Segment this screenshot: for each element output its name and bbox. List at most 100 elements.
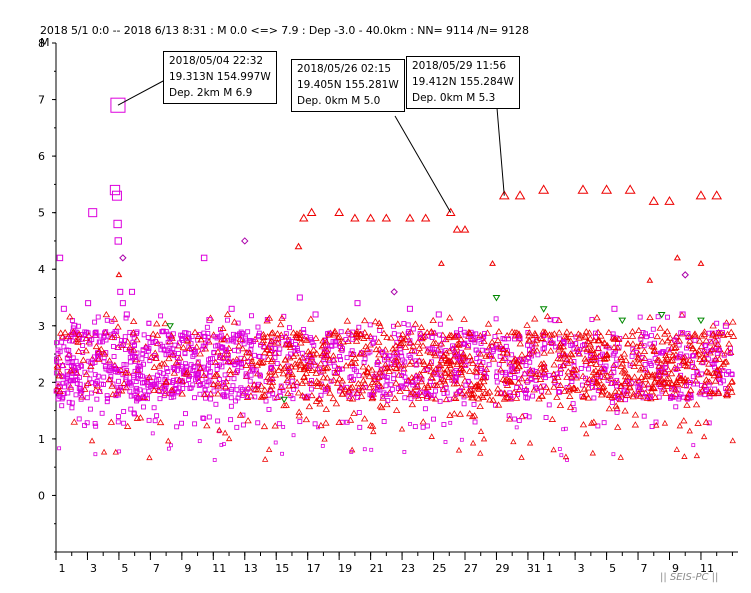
band-event-triangle — [147, 353, 155, 360]
band-event-triangle — [179, 344, 188, 351]
band-event-square — [556, 389, 562, 395]
band-event-square — [272, 395, 278, 401]
band-event-triangle — [391, 394, 399, 402]
band-event-triangle — [352, 337, 361, 344]
band-event-triangle — [700, 355, 708, 362]
event-square — [228, 305, 235, 312]
band-event-square — [512, 375, 518, 380]
band-event-square — [356, 410, 362, 415]
band-event-square — [207, 373, 213, 379]
band-event-square — [147, 358, 153, 364]
band-event-triangle — [729, 318, 737, 325]
band-event-square — [370, 339, 376, 345]
band-event-triangle — [660, 385, 668, 392]
band-event-square — [523, 363, 529, 368]
band-event-square — [55, 381, 61, 387]
band-event-triangle — [263, 345, 272, 353]
x-tick-label: 25 — [433, 562, 447, 575]
band-event-triangle — [494, 401, 503, 408]
band-event-square — [377, 328, 383, 333]
band-event-triangle — [465, 387, 473, 394]
band-event-square — [503, 356, 509, 361]
band-event-triangle — [613, 344, 622, 351]
band-event-triangle — [65, 351, 73, 358]
x-tick-label: 5 — [121, 562, 128, 575]
band-event-triangle — [512, 394, 521, 401]
band-event-square — [530, 367, 536, 373]
event-diamond — [119, 254, 127, 262]
band-event-square — [614, 383, 619, 389]
band-event-square — [69, 359, 75, 365]
band-event-triangle — [667, 370, 676, 377]
band-event-triangle — [514, 331, 523, 338]
band-event-triangle — [176, 354, 184, 361]
band-event-square — [190, 382, 196, 388]
band-event-triangle — [344, 327, 352, 334]
band-event-triangle — [358, 387, 367, 394]
band-event-triangle — [398, 330, 407, 337]
band-event-square — [97, 389, 103, 394]
band-event-square — [343, 337, 349, 342]
band-event-triangle — [456, 410, 464, 417]
band-event-triangle — [284, 389, 292, 396]
band-event-triangle — [613, 405, 621, 412]
band-event-square — [688, 395, 694, 401]
band-event-triangle — [685, 341, 693, 348]
band-event-triangle — [285, 364, 293, 371]
band-event-square — [684, 383, 689, 389]
band-event-triangle — [494, 336, 502, 344]
band-event-triangle — [648, 373, 656, 380]
band-event-square — [448, 420, 453, 425]
callout-location: 19.412N 155.284W — [412, 76, 514, 88]
band-event-triangle — [259, 358, 267, 365]
band-event-square — [197, 439, 202, 444]
y-tick-label: 2 — [38, 376, 45, 389]
band-event-square — [238, 361, 244, 367]
band-event-triangle — [156, 418, 165, 426]
event-triangle-up — [365, 213, 376, 222]
band-event-triangle — [605, 328, 613, 336]
y-tick-label: 5 — [38, 207, 45, 220]
band-event-square — [530, 393, 536, 399]
band-event-square — [554, 371, 560, 377]
band-event-triangle — [302, 393, 311, 401]
band-event-triangle — [313, 377, 321, 384]
band-event-square — [73, 374, 79, 380]
band-event-triangle — [289, 329, 298, 336]
band-event-square — [92, 330, 98, 336]
band-event-square — [471, 401, 477, 407]
band-event-square — [53, 370, 59, 376]
band-event-square — [243, 371, 249, 377]
band-event-square — [583, 375, 588, 381]
band-event-triangle — [616, 395, 625, 403]
band-event-square — [586, 366, 591, 372]
band-event-square — [589, 317, 595, 322]
band-event-square — [102, 330, 108, 336]
band-event-square — [308, 337, 314, 343]
band-event-triangle — [243, 348, 251, 356]
band-event-triangle — [547, 347, 555, 354]
band-event-square — [673, 355, 679, 361]
band-event-square — [663, 364, 669, 370]
band-event-triangle — [359, 377, 368, 384]
band-event-square — [121, 409, 127, 414]
band-event-triangle — [680, 417, 688, 424]
band-event-triangle — [92, 342, 101, 350]
band-event-square — [318, 392, 324, 398]
band-event-square — [101, 374, 107, 380]
band-event-triangle — [435, 361, 444, 369]
band-event-square — [239, 338, 245, 344]
band-event-square — [329, 343, 335, 349]
band-event-triangle — [484, 320, 493, 327]
band-event-square — [272, 350, 278, 356]
band-event-square — [127, 348, 133, 354]
band-event-square — [266, 406, 272, 412]
band-event-square — [96, 339, 102, 345]
band-event-triangle — [690, 363, 699, 370]
band-event-square — [141, 404, 146, 410]
band-event-triangle — [344, 387, 353, 394]
band-event-square — [127, 388, 133, 394]
band-event-square — [465, 378, 471, 384]
band-event-square — [629, 353, 635, 359]
band-event-triangle — [348, 350, 357, 357]
